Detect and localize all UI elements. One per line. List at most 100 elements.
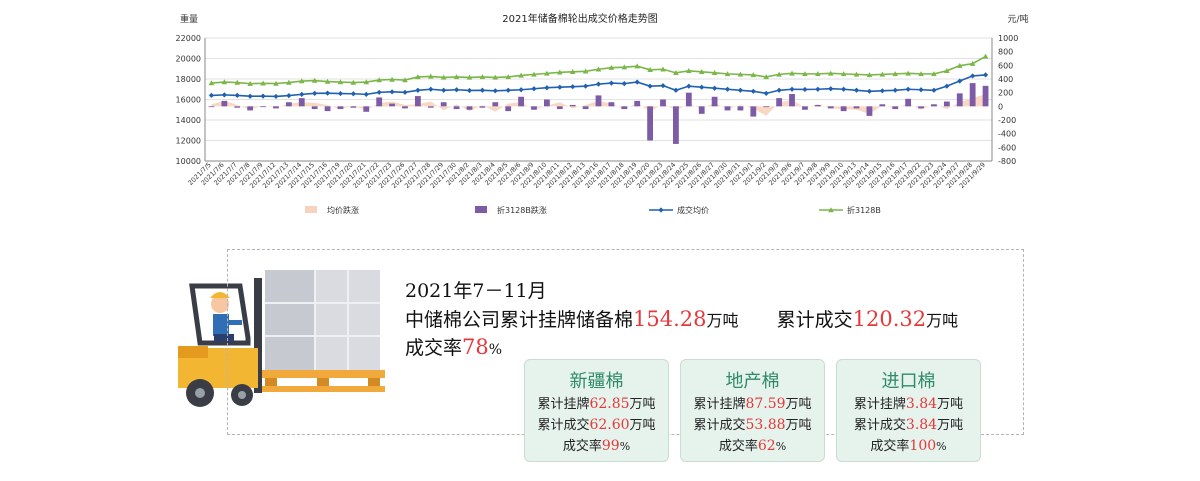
point-avg-price xyxy=(337,90,344,97)
bar-3128b-change xyxy=(298,98,305,107)
bar-3128b-change xyxy=(724,106,731,111)
card-xinjiang-cotton: 新疆棉 累计挂牌62.85万吨 累计成交62.60万吨 成交率99% xyxy=(524,359,669,462)
point-3128b xyxy=(311,77,318,83)
bar-3128b-change xyxy=(840,106,847,112)
bar-3128b-change xyxy=(376,97,383,107)
card-domestic-cotton: 地产棉 累计挂牌87.59万吨 累计成交53.88万吨 成交率62% xyxy=(680,359,825,462)
right-tick-label: 400 xyxy=(998,75,1013,84)
point-avg-price xyxy=(389,89,395,95)
point-avg-price xyxy=(518,87,524,93)
right-tick-label: -600 xyxy=(998,143,1016,152)
bar-3128b-change xyxy=(273,106,279,109)
bar-3128b-change xyxy=(595,95,602,107)
point-3128b xyxy=(479,74,486,80)
point-3128b xyxy=(337,79,344,85)
point-avg-price xyxy=(441,87,447,93)
point-3128b xyxy=(673,70,679,76)
point-3128b xyxy=(531,71,537,77)
point-avg-price xyxy=(273,93,279,100)
point-3128b xyxy=(802,71,808,77)
bar-3128b-change xyxy=(569,104,576,107)
point-avg-price xyxy=(802,86,808,93)
point-3128b xyxy=(518,72,524,78)
bar-3128b-change xyxy=(789,94,795,107)
right-tick-label: -200 xyxy=(998,116,1016,125)
bar-3128b-change xyxy=(518,96,524,107)
card-title: 新疆棉 xyxy=(569,371,624,392)
point-3128b xyxy=(505,74,511,80)
point-3128b xyxy=(827,70,834,76)
rate-unit: % xyxy=(488,342,503,358)
point-avg-price xyxy=(763,90,769,96)
card-rate: 成交率99% xyxy=(562,438,631,454)
bar-3128b-change xyxy=(763,106,770,108)
chart-title: 2021年储备棉轮出成交价格走势图 xyxy=(502,12,657,25)
point-avg-price xyxy=(247,93,253,99)
point-3128b xyxy=(840,71,847,77)
point-3128b xyxy=(608,64,615,70)
point-3128b xyxy=(879,71,886,77)
point-3128b xyxy=(776,71,782,77)
point-3128b xyxy=(892,71,899,77)
point-3128b xyxy=(634,63,641,69)
bar-3128b-change xyxy=(492,102,499,107)
point-3128b xyxy=(853,71,860,77)
bar-3128b-change xyxy=(943,101,950,107)
bar-3128b-change xyxy=(466,106,473,110)
point-3128b xyxy=(402,77,408,83)
point-avg-price xyxy=(402,89,408,95)
point-avg-price xyxy=(699,84,705,90)
point-avg-price xyxy=(260,93,266,99)
bar-3128b-change xyxy=(440,102,447,107)
point-avg-price xyxy=(608,80,615,86)
card-imported-cotton: 进口棉 累计挂牌3.84万吨 累计成交3.84万吨 成交率100% xyxy=(836,359,981,462)
right-tick-label: 600 xyxy=(998,61,1013,70)
point-3128b xyxy=(866,72,873,78)
deal-unit: 万吨 xyxy=(926,311,959,330)
point-avg-price xyxy=(879,88,885,94)
price-trend-chart: 2021年储备棉轮出成交价格走势图 重量 元/吨 10000 12000 14000 160… xyxy=(170,0,1040,220)
bar-3128b-change xyxy=(879,104,886,107)
point-avg-price xyxy=(789,86,795,92)
right-tick-label: 1000 xyxy=(998,34,1018,43)
point-avg-price xyxy=(673,87,679,93)
bar-3128b-change xyxy=(247,106,254,111)
point-3128b xyxy=(376,77,382,83)
bar-3128b-change xyxy=(827,106,834,109)
point-3128b xyxy=(750,72,757,78)
bar-3128b-change xyxy=(234,106,241,108)
point-avg-price xyxy=(686,83,692,89)
bar-3128b-change xyxy=(311,106,318,110)
rate-prefix: 成交率 xyxy=(405,337,463,359)
point-3128b xyxy=(234,79,241,85)
point-avg-price xyxy=(505,87,511,93)
point-3128b xyxy=(492,74,499,80)
bar-3128b-change xyxy=(285,102,292,107)
point-3128b xyxy=(298,78,305,84)
bar-3128b-change xyxy=(660,99,666,107)
card-deal: 累计成交53.88万吨 xyxy=(693,417,812,433)
point-3128b xyxy=(582,68,589,74)
bar-3128b-change xyxy=(337,106,344,110)
point-avg-price xyxy=(918,87,924,93)
bar-3128b-change xyxy=(414,96,421,107)
point-avg-price xyxy=(479,87,485,93)
forklift-illustration xyxy=(170,268,400,418)
point-avg-price xyxy=(815,86,821,92)
bar-3128b-change xyxy=(711,96,718,107)
legend-label: 成交均价 xyxy=(677,205,709,215)
right-tick-label: -800 xyxy=(998,157,1016,166)
legend-marker xyxy=(828,207,834,213)
point-3128b xyxy=(544,70,550,76)
point-3128b xyxy=(466,74,473,80)
point-3128b xyxy=(350,79,357,85)
deal-value: 120.32 xyxy=(852,307,927,331)
bar-3128b-change xyxy=(324,106,331,112)
point-3128b xyxy=(556,69,563,75)
point-avg-price xyxy=(428,86,434,92)
listed-prefix: 中储棉公司累计挂牌储备棉 xyxy=(405,309,634,331)
card-title: 进口棉 xyxy=(881,371,936,392)
bar-3128b-change xyxy=(427,106,434,108)
point-avg-price xyxy=(905,86,911,92)
card-listed: 累计挂牌3.84万吨 xyxy=(853,396,964,412)
